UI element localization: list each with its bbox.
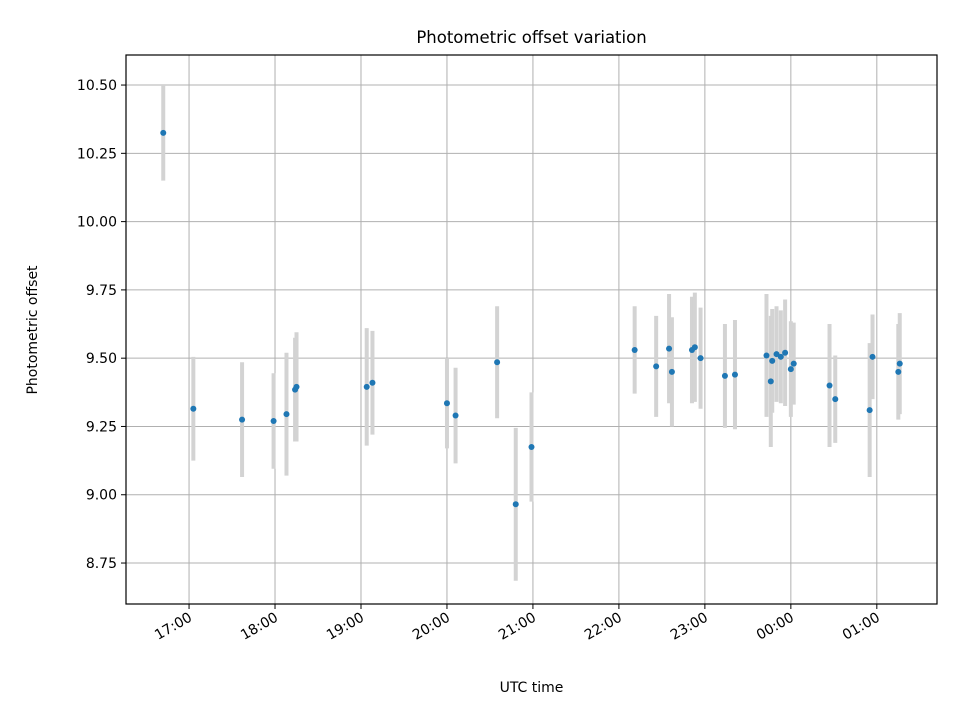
data-point xyxy=(895,368,902,375)
data-point xyxy=(452,412,459,419)
data-point xyxy=(866,407,873,414)
y-tick-label: 10.25 xyxy=(77,146,117,162)
y-tick-label: 10.00 xyxy=(77,215,117,231)
data-point xyxy=(666,345,673,352)
x-axis-label: UTC time xyxy=(500,680,564,696)
data-point xyxy=(721,372,728,379)
y-tick-label: 9.75 xyxy=(86,283,117,299)
data-point xyxy=(283,411,290,418)
x-tick-label: 18:00 xyxy=(238,610,281,644)
data-point xyxy=(787,366,794,373)
data-point xyxy=(782,349,789,356)
data-point xyxy=(631,346,638,353)
data-point xyxy=(896,360,903,367)
data-point xyxy=(160,129,167,136)
data-point xyxy=(443,400,450,407)
data-point xyxy=(790,360,797,367)
x-tick-label: 01:00 xyxy=(840,610,883,644)
y-tick-label: 8.75 xyxy=(86,556,117,572)
data-point xyxy=(363,383,370,390)
data-point xyxy=(869,353,876,360)
data-point xyxy=(668,368,675,375)
x-tick-label: 23:00 xyxy=(668,610,711,644)
data-point xyxy=(767,378,774,385)
data-point xyxy=(512,501,519,508)
data-point xyxy=(691,344,698,351)
data-point xyxy=(777,353,784,360)
plot-frame xyxy=(125,54,938,605)
error-bars xyxy=(161,85,902,581)
data-point xyxy=(731,371,738,378)
data-point xyxy=(769,357,776,364)
x-tick-label: 22:00 xyxy=(582,610,625,644)
data-points xyxy=(160,129,903,508)
grid xyxy=(126,55,937,604)
data-point xyxy=(832,396,839,403)
data-point xyxy=(270,418,277,424)
data-point xyxy=(293,383,300,390)
y-axis-label: Photometric offset xyxy=(25,265,41,395)
y-tick-label: 9.00 xyxy=(86,488,117,504)
data-point xyxy=(369,379,376,386)
x-tick-label: 17:00 xyxy=(152,610,195,644)
data-point xyxy=(773,351,780,358)
data-point xyxy=(697,355,704,362)
data-point xyxy=(239,416,246,423)
data-point xyxy=(653,363,660,370)
x-tick-label: 19:00 xyxy=(324,610,367,644)
axes-ticks: 8.75 9.00 9.25 9.50 9.75 10.00 10.25 10.50 17:00… xyxy=(77,78,883,644)
y-tick-label: 9.25 xyxy=(86,419,117,435)
x-tick-label: 20:00 xyxy=(410,610,453,644)
x-tick-label: 00:00 xyxy=(754,610,797,644)
data-point xyxy=(826,382,833,389)
y-tick-label: 10.50 xyxy=(77,78,117,94)
chart-title: Photometric offset variation xyxy=(416,28,646,47)
data-point xyxy=(494,359,501,366)
data-point xyxy=(528,443,535,450)
x-tick-label: 21:00 xyxy=(496,610,539,644)
y-tick-label: 9.50 xyxy=(86,351,117,367)
data-point xyxy=(763,352,770,359)
data-point xyxy=(190,405,197,412)
